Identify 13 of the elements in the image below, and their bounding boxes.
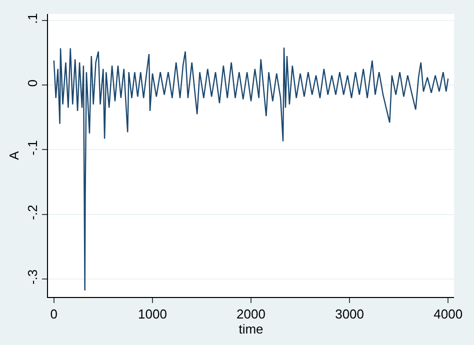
y-tick-label: -.1 (24, 140, 40, 156)
x-axis-title: time (238, 322, 264, 337)
x-tick-label: 0 (50, 306, 58, 322)
x-tick-label: 3000 (335, 306, 364, 322)
y-tick-label: 0 (24, 80, 40, 87)
x-tick-label: 1000 (138, 306, 167, 322)
y-tick-label: -.2 (24, 204, 40, 220)
y-axis-title: A (6, 150, 22, 160)
y-tick-label: .1 (24, 13, 40, 24)
x-tick-label: 2000 (236, 306, 266, 322)
line-series (53, 47, 449, 292)
y-tick-label: -.3 (24, 269, 40, 285)
x-tick-label: 4000 (434, 306, 463, 322)
